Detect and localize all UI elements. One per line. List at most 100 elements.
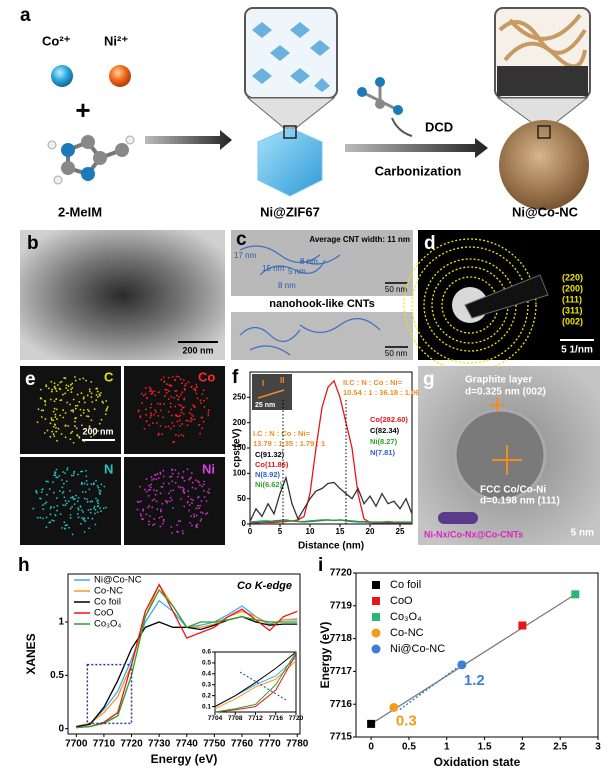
speckle (85, 469, 87, 472)
point (389, 702, 399, 712)
speckle (62, 482, 65, 485)
speckle (51, 430, 54, 433)
speckle (61, 527, 64, 529)
speckle (206, 490, 209, 493)
speckle (88, 425, 91, 428)
speckle (91, 500, 94, 503)
speckle (59, 381, 62, 384)
speckle (179, 425, 181, 427)
y-tick-label: 7716 (330, 699, 353, 710)
tem-image (20, 230, 225, 360)
co-ion (51, 65, 73, 87)
speckle (50, 506, 53, 508)
speckle (142, 518, 144, 520)
annotation: I.C : N : Co : Ni= (253, 429, 310, 438)
speckle (101, 400, 104, 403)
speckle (64, 472, 66, 475)
x-tick-label: 0.5 (402, 742, 416, 753)
speckle (199, 399, 202, 402)
speckle (151, 499, 154, 502)
speckle (56, 504, 59, 507)
annotation: 0.3 (396, 712, 417, 729)
speckle (99, 490, 102, 492)
speckle (62, 416, 65, 419)
speckle (74, 425, 76, 427)
speckle (98, 393, 101, 396)
speckle (55, 468, 58, 471)
speckle (144, 488, 146, 491)
speckle (53, 519, 55, 522)
annotation: C(82.34) (370, 426, 400, 435)
speckle (89, 508, 92, 511)
speckle (90, 483, 93, 486)
speckle (78, 378, 81, 381)
speckle (174, 469, 177, 471)
legend-swatch (372, 613, 380, 621)
speckle (104, 413, 107, 416)
annotation: II.C : N : Co : Ni= (343, 378, 403, 387)
speckle (155, 478, 158, 481)
speckle (45, 516, 48, 519)
speckle (79, 408, 82, 411)
speckle (95, 428, 98, 431)
speckle (82, 511, 84, 513)
speckle (205, 500, 208, 502)
speckle (141, 402, 143, 404)
speckle (171, 532, 173, 534)
speckle (176, 420, 179, 423)
speckle (166, 501, 169, 504)
speckle (181, 486, 184, 489)
speckle (91, 517, 94, 520)
speckle (145, 513, 148, 516)
speckle (70, 432, 72, 434)
arrow (391, 117, 413, 137)
x-tick-label: 7780 (286, 739, 309, 750)
speckle (165, 388, 168, 391)
x-tick-label: 7770 (258, 739, 281, 750)
panel-letter: a (20, 5, 31, 26)
speckle (58, 475, 61, 477)
speckle (65, 480, 68, 483)
speckle (95, 387, 98, 390)
speckle (158, 516, 161, 519)
reagent-label: DCD (425, 119, 453, 134)
speckle (69, 403, 71, 406)
annotation: 10.54 : 1 : 36.18 : 1.06 (343, 388, 419, 397)
speckle (169, 496, 172, 499)
speckle (160, 378, 163, 381)
speckle (153, 413, 155, 416)
speckle (170, 414, 173, 417)
speckle (81, 482, 84, 485)
speckle (106, 407, 108, 410)
speckle (96, 390, 99, 393)
speckle (67, 425, 70, 427)
speckle (159, 471, 162, 474)
legend-label: CoO (390, 595, 413, 607)
speckle (86, 498, 88, 501)
speckle (157, 391, 160, 394)
speckle (54, 514, 57, 517)
haadf-image (252, 374, 292, 410)
speckle (184, 384, 186, 387)
y-tick-label: 0.5 (50, 670, 64, 681)
caption: nanohook-like CNTs (269, 298, 375, 310)
point (571, 590, 580, 599)
speckle (154, 493, 157, 496)
speckle (79, 505, 82, 508)
legend-label: Co₃O₄ (390, 611, 422, 623)
tem-image (231, 312, 413, 360)
speckle (206, 397, 208, 400)
speckle (155, 422, 158, 424)
scale-label: 200 nm (82, 426, 113, 436)
position-label: I (262, 379, 264, 388)
speckle (81, 424, 83, 427)
zoom-region (86, 663, 133, 725)
speckle (45, 384, 48, 387)
speckle (49, 435, 52, 438)
speckle (52, 410, 55, 413)
speckle (90, 392, 93, 395)
speckle (164, 388, 167, 391)
speckle (44, 400, 47, 403)
speckle (58, 490, 61, 492)
speckle (190, 408, 193, 411)
